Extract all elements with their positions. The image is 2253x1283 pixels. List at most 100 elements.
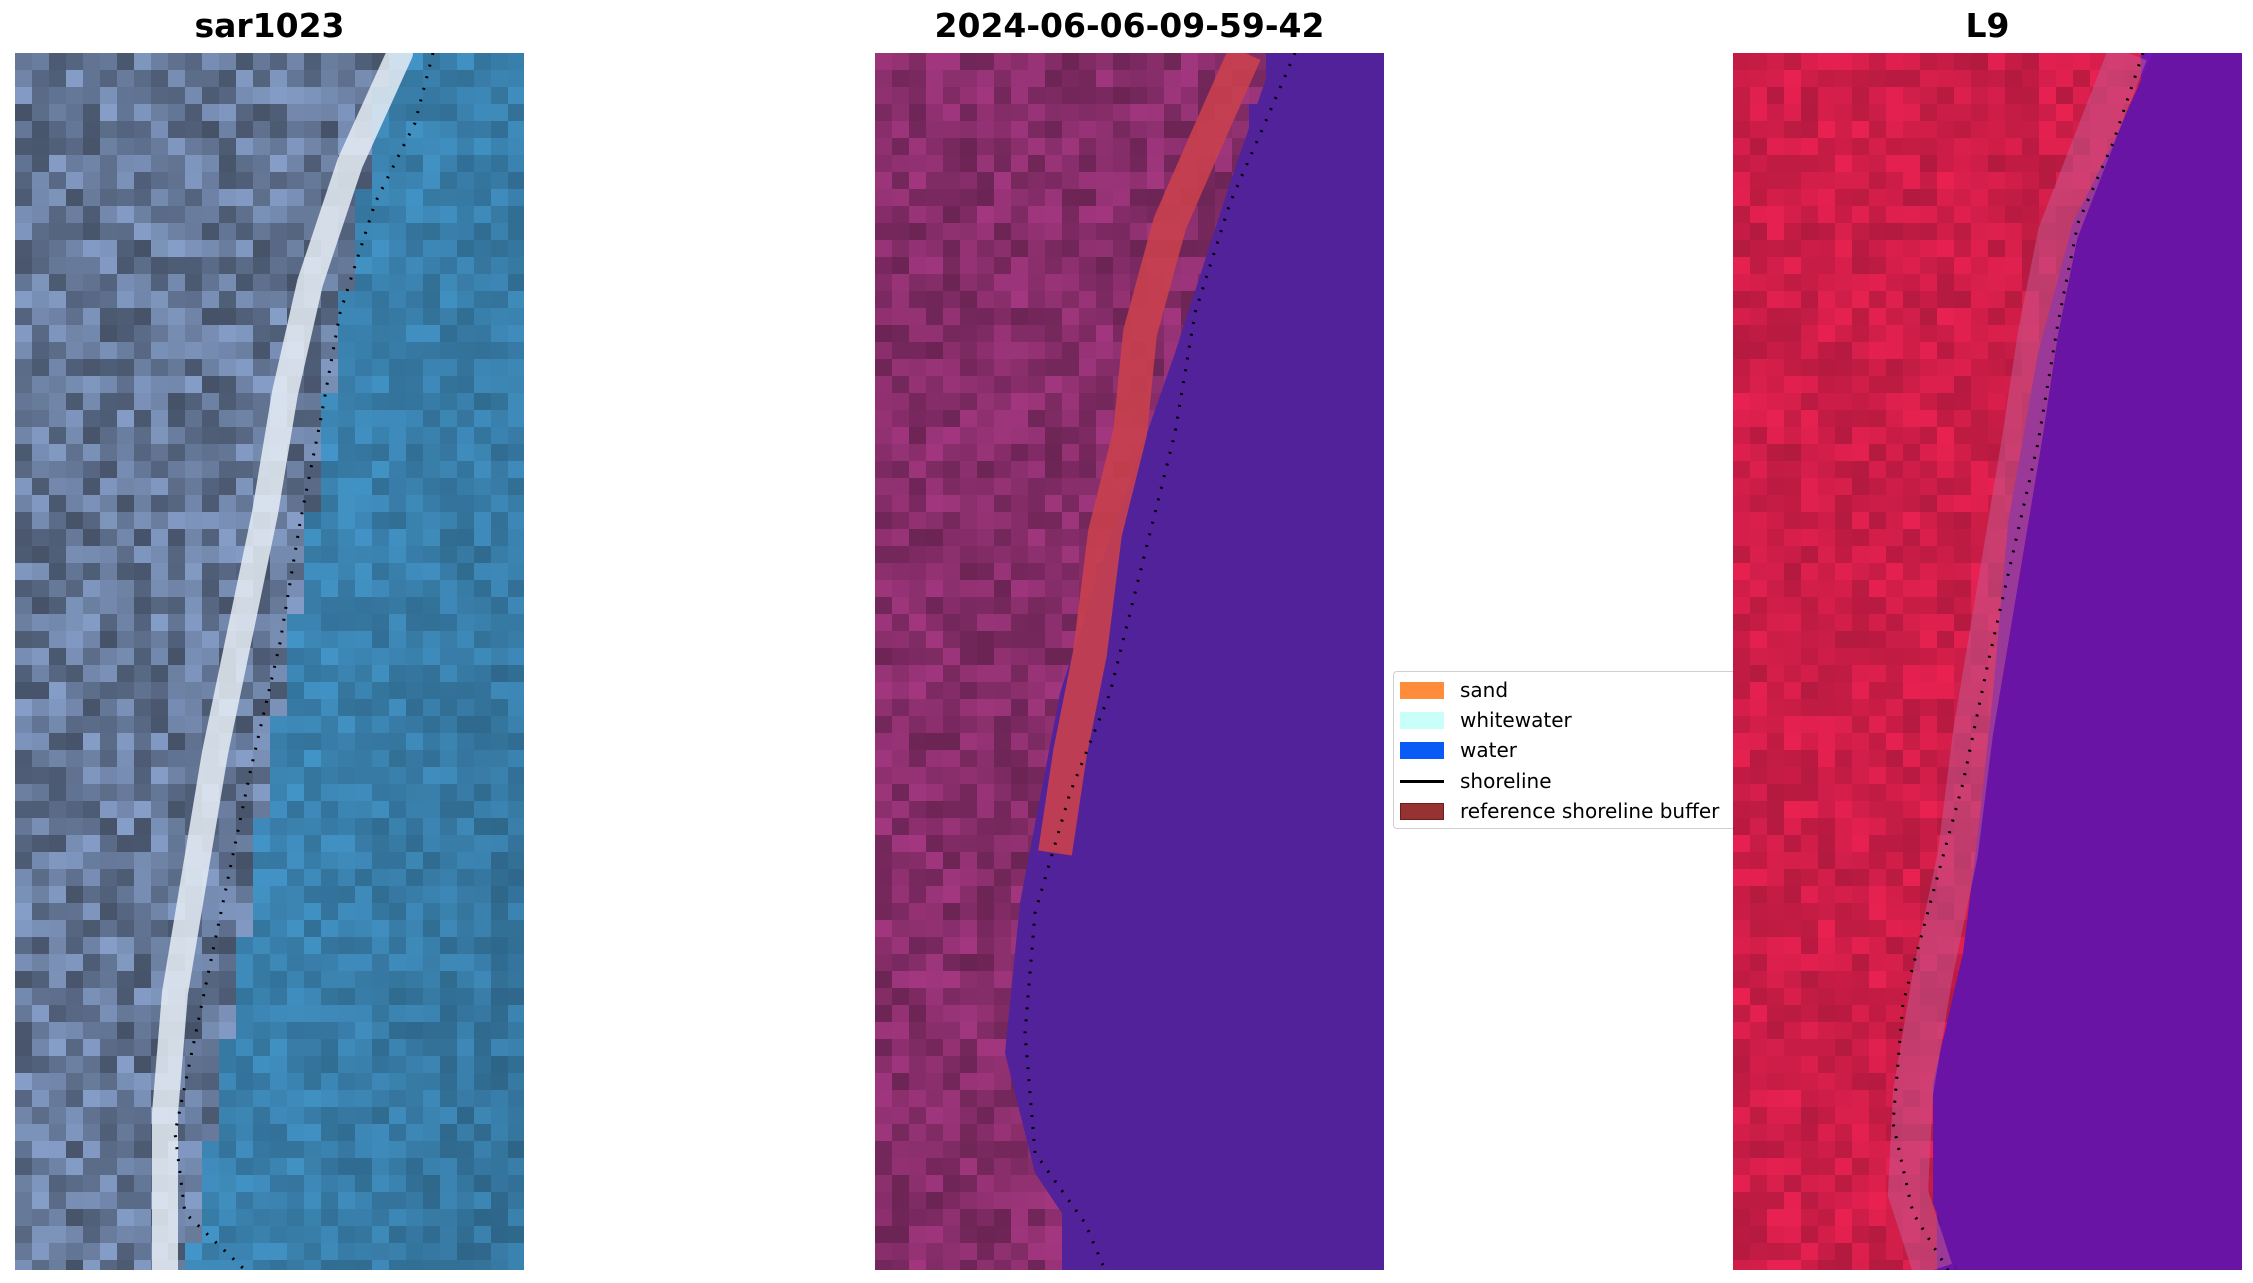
image-pixel xyxy=(66,1005,84,1023)
image-pixel xyxy=(15,716,33,734)
image-pixel xyxy=(994,53,1012,71)
image-pixel xyxy=(875,903,893,921)
image-pixel xyxy=(406,716,424,734)
image-pixel xyxy=(202,1005,220,1023)
image-pixel xyxy=(1733,121,1751,139)
image-pixel xyxy=(1784,410,1802,428)
image-pixel xyxy=(491,614,509,632)
image-pixel xyxy=(1079,495,1097,513)
image-pixel xyxy=(185,410,203,428)
image-pixel xyxy=(1818,359,1836,377)
image-pixel xyxy=(15,767,33,785)
image-pixel xyxy=(1869,359,1887,377)
image-pixel xyxy=(15,1090,33,1108)
image-pixel xyxy=(960,495,978,513)
image-pixel xyxy=(134,1039,152,1057)
image-pixel xyxy=(1852,393,1870,411)
image-pixel xyxy=(1801,325,1819,343)
image-pixel xyxy=(960,648,978,666)
image-pixel xyxy=(219,240,237,258)
image-pixel xyxy=(926,1107,944,1125)
image-pixel xyxy=(440,240,458,258)
image-pixel xyxy=(1784,376,1802,394)
image-pixel xyxy=(909,682,927,700)
image-pixel xyxy=(253,189,271,207)
image-pixel xyxy=(457,1056,475,1074)
image-pixel xyxy=(287,648,305,666)
image-pixel xyxy=(875,1124,893,1142)
image-pixel xyxy=(304,1158,322,1176)
image-pixel xyxy=(66,1260,84,1270)
image-pixel xyxy=(134,903,152,921)
image-pixel xyxy=(1988,223,2006,241)
image-pixel xyxy=(117,682,135,700)
image-pixel xyxy=(926,886,944,904)
image-pixel xyxy=(440,461,458,479)
image-pixel xyxy=(423,852,441,870)
image-pixel xyxy=(83,223,101,241)
image-pixel xyxy=(406,87,424,105)
image-pixel xyxy=(15,801,33,819)
image-pixel xyxy=(440,1056,458,1074)
image-pixel xyxy=(892,869,910,887)
image-pixel xyxy=(1045,461,1063,479)
image-pixel xyxy=(1784,257,1802,275)
image-pixel xyxy=(287,631,305,649)
image-pixel xyxy=(151,954,169,972)
image-pixel xyxy=(389,597,407,615)
image-pixel xyxy=(134,427,152,445)
image-pixel xyxy=(253,784,271,802)
image-pixel xyxy=(457,104,475,122)
image-pixel xyxy=(892,614,910,632)
image-pixel xyxy=(253,1158,271,1176)
image-pixel xyxy=(994,954,1012,972)
image-pixel xyxy=(117,597,135,615)
image-pixel xyxy=(1784,308,1802,326)
image-pixel xyxy=(1164,121,1182,139)
image-pixel xyxy=(134,70,152,88)
image-pixel xyxy=(457,1175,475,1193)
image-pixel xyxy=(66,1073,84,1091)
image-pixel xyxy=(304,155,322,173)
image-pixel xyxy=(508,121,524,139)
image-pixel xyxy=(491,801,509,819)
image-pixel xyxy=(117,1243,135,1261)
image-pixel xyxy=(168,121,186,139)
image-pixel xyxy=(1784,155,1802,173)
image-pixel xyxy=(168,478,186,496)
image-pixel xyxy=(202,563,220,581)
image-pixel xyxy=(270,138,288,156)
image-pixel xyxy=(1903,223,1921,241)
image-pixel xyxy=(219,342,237,360)
image-pixel xyxy=(1045,1243,1063,1261)
image-pixel xyxy=(1835,138,1853,156)
image-pixel xyxy=(389,1243,407,1261)
image-pixel xyxy=(253,70,271,88)
image-pixel xyxy=(304,818,322,836)
image-pixel xyxy=(389,1005,407,1023)
image-pixel xyxy=(15,648,33,666)
image-pixel xyxy=(994,1260,1012,1270)
image-pixel xyxy=(977,1073,995,1091)
image-pixel xyxy=(83,1158,101,1176)
image-pixel xyxy=(66,1175,84,1193)
legend-item-water: water xyxy=(1400,737,1517,763)
image-pixel xyxy=(83,886,101,904)
image-pixel xyxy=(943,920,961,938)
image-pixel xyxy=(491,648,509,666)
image-pixel xyxy=(892,342,910,360)
image-pixel xyxy=(1903,359,1921,377)
image-pixel xyxy=(202,1022,220,1040)
image-pixel xyxy=(1920,291,1938,309)
image-pixel xyxy=(270,614,288,632)
image-pixel xyxy=(287,53,305,71)
image-pixel xyxy=(66,121,84,139)
image-pixel xyxy=(270,257,288,275)
image-pixel xyxy=(253,835,271,853)
rgb-image-panel xyxy=(15,53,524,1270)
image-pixel xyxy=(151,699,169,717)
image-pixel xyxy=(926,580,944,598)
image-pixel xyxy=(892,1056,910,1074)
image-pixel xyxy=(892,121,910,139)
image-pixel xyxy=(202,597,220,615)
